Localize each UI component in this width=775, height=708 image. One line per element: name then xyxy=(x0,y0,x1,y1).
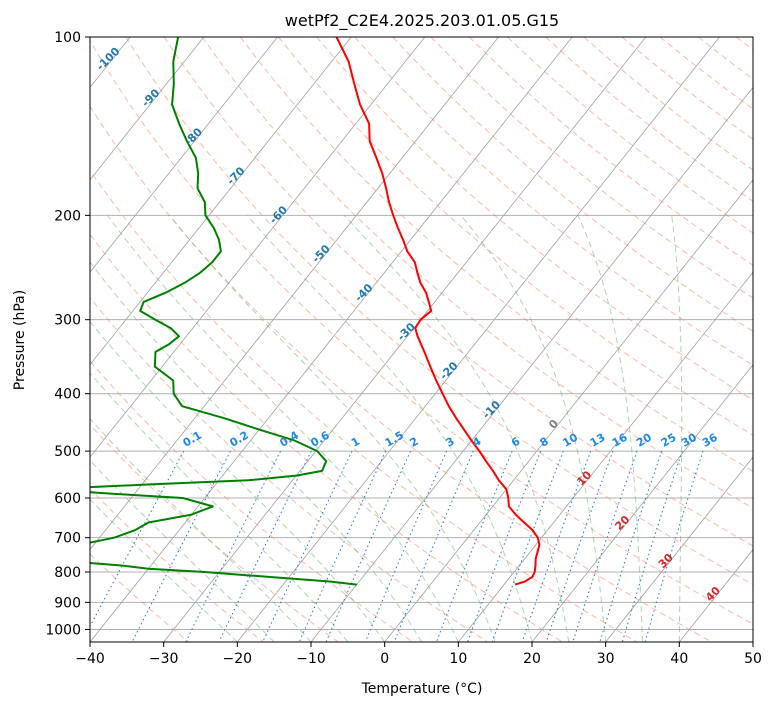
dry-adiabat-line xyxy=(201,37,753,509)
mixing-ratio-line xyxy=(393,450,474,642)
moist-adiabat-line xyxy=(90,261,422,642)
mixing-ratio-line xyxy=(572,450,638,642)
dry-adiabat-line xyxy=(90,360,414,642)
isotherm-line xyxy=(90,37,278,273)
mixing-ratio-line xyxy=(131,450,231,642)
isotherm-line xyxy=(90,37,205,181)
mixing-ratio-line xyxy=(621,450,683,642)
mixing-ratio-line xyxy=(599,450,663,642)
moist-adiabat-line xyxy=(90,320,386,642)
temperature-profile-line xyxy=(335,37,541,586)
dry-adiabat-line xyxy=(125,37,753,586)
x-tick-label: 30 xyxy=(597,651,615,667)
isotherm-line xyxy=(90,37,426,458)
y-axis-title: Pressure (hPa) xyxy=(12,290,28,390)
axis-ticks: −40 −30 −20 −10 0 10 20 30 40 50 100 200 300 400 500 60… xyxy=(45,30,762,667)
x-tick-label: 10 xyxy=(449,651,467,667)
x-axis-title: Temperature (°C) xyxy=(361,681,483,697)
moist-adiabat-line xyxy=(169,214,496,642)
isotherm-line xyxy=(605,456,753,642)
mixing-ratio-line xyxy=(644,450,704,642)
dry-adiabat-line xyxy=(163,37,753,547)
dewpoint-profile-line xyxy=(90,37,357,586)
x-tick-label: 20 xyxy=(523,651,541,667)
x-tick-label: −30 xyxy=(149,651,179,667)
dry-adiabat-line xyxy=(90,105,712,642)
y-tick-label: 600 xyxy=(54,491,81,507)
moist-adiabat-line xyxy=(671,215,683,642)
y-tick-label: 200 xyxy=(54,208,81,224)
mixing-ratio-line xyxy=(521,450,592,642)
moist-adiabat-line xyxy=(90,372,349,642)
y-tick-label: 800 xyxy=(54,565,81,581)
dry-adiabat-line xyxy=(392,37,753,332)
moist-adiabat-line xyxy=(460,214,607,642)
y-tick-label: 1000 xyxy=(45,622,81,638)
isotherm-line xyxy=(384,179,753,642)
moist-adiabat-line xyxy=(107,215,459,642)
x-tick-label: 0 xyxy=(380,651,389,667)
moist-adiabat-line xyxy=(577,215,643,642)
y-tick-label: 100 xyxy=(54,30,81,46)
mixing-ratio-line xyxy=(90,450,185,628)
y-tick-label: 300 xyxy=(54,313,81,329)
isotherm-line xyxy=(237,37,720,642)
mixing-ratio-line xyxy=(262,450,353,642)
plot-frame xyxy=(89,36,754,643)
mixing-ratio-line xyxy=(435,450,513,642)
y-tick-label: 500 xyxy=(54,444,81,460)
isotherm-line xyxy=(90,37,352,366)
x-tick-label: −40 xyxy=(75,651,105,667)
chart-title: wetPf2_C2E4.2025.203.01.05.G15 xyxy=(285,11,559,31)
moist-adiabat-line xyxy=(90,418,312,642)
mixing-ratio-line xyxy=(364,450,448,642)
dry-adiabat-line xyxy=(90,169,638,642)
x-tick-label: −10 xyxy=(296,651,326,667)
mixing-ratio-line xyxy=(491,450,564,642)
y-tick-label: 900 xyxy=(54,595,81,611)
moist-adiabat-line xyxy=(90,459,275,642)
dry-adiabat-line xyxy=(90,39,753,625)
isotherm-line xyxy=(163,37,647,642)
x-tick-label: 40 xyxy=(670,651,688,667)
isotherm-line xyxy=(531,364,753,642)
dry-adiabat-line xyxy=(430,37,753,299)
dry-adiabat-line xyxy=(239,37,753,472)
x-tick-label: 50 xyxy=(744,651,762,667)
y-tick-label: 700 xyxy=(54,531,81,547)
profile-lines xyxy=(90,37,541,586)
y-tick-label: 400 xyxy=(54,387,81,403)
mixing-ratio-line xyxy=(545,450,614,642)
dry-adiabat-line xyxy=(90,424,339,642)
moist-adiabat-line xyxy=(343,214,570,642)
x-tick-label: −20 xyxy=(223,651,253,667)
moist-adiabat-line xyxy=(246,214,533,642)
mixing-ratio-line xyxy=(185,450,281,642)
dry-adiabat-line xyxy=(90,296,488,642)
moist-adiabat-line xyxy=(90,498,238,642)
